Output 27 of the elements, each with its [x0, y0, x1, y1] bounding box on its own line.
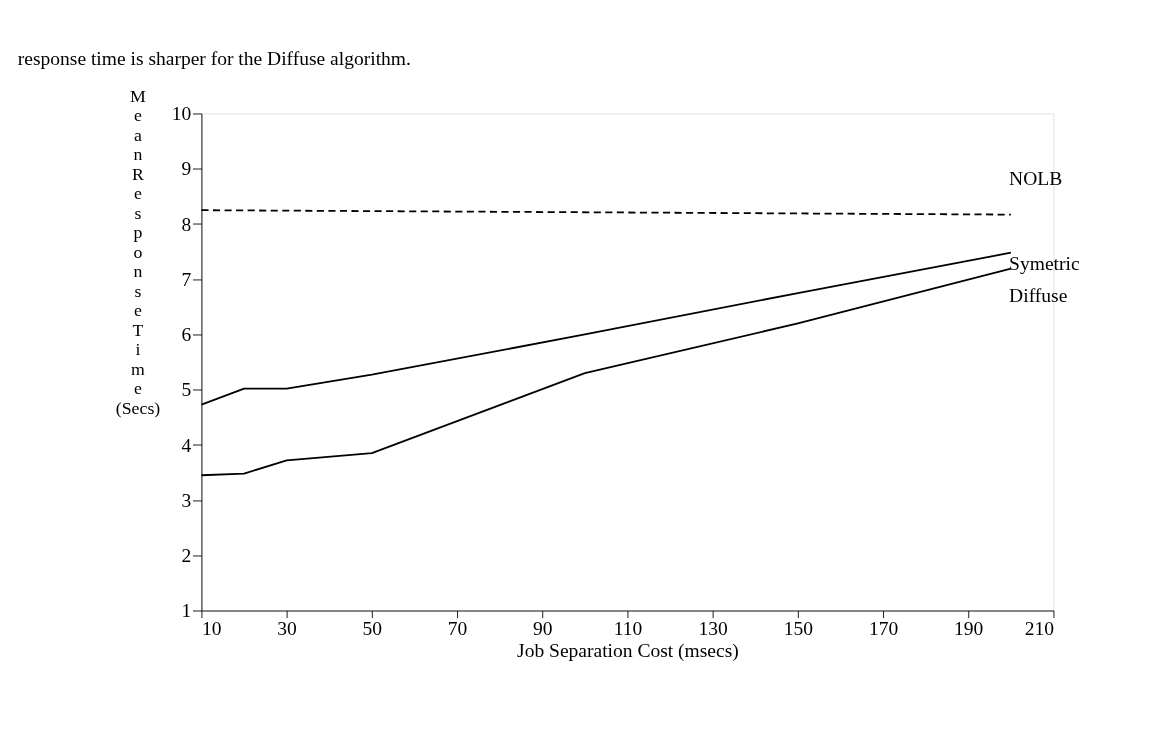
x-tick-label: 90: [532, 617, 553, 639]
y-tick-label: 1: [181, 600, 192, 622]
y-tick-label: 4: [181, 434, 192, 456]
series-label: NOLB: [1009, 168, 1063, 190]
text: Mean Response Time (Secs): [115, 85, 161, 418]
y-tick-label: 10: [171, 103, 192, 125]
text: response time is sharper for the Diffuse algorithm.: [17, 47, 411, 69]
y-tick-label: 5: [181, 379, 192, 401]
y-tick-label: 2: [181, 544, 192, 566]
x-tick-label: 10: [201, 617, 222, 639]
x-tick-label: 50: [362, 617, 383, 639]
x-tick-label: 130: [698, 617, 728, 639]
x-tick-label: 70: [447, 617, 468, 639]
y-tick-label: 8: [181, 213, 192, 235]
y-tick-label: 3: [181, 489, 192, 511]
x-tick-label: 110: [613, 617, 643, 639]
x-tick-label: 170: [868, 617, 899, 639]
series-label: Diffuse: [1009, 284, 1068, 306]
x-tick-label: 30: [277, 617, 298, 639]
x-axis-title: Job Separation Cost (msecs): [517, 640, 739, 663]
y-tick-label: 6: [181, 324, 192, 346]
y-tick-label: 9: [181, 158, 192, 180]
y-tick-label: 7: [181, 268, 192, 290]
x-tick-label: 190: [954, 617, 984, 639]
series-label: Symetric: [1009, 252, 1080, 274]
x-tick-label: 150: [783, 617, 814, 639]
x-tick-label: 210: [1024, 617, 1055, 639]
